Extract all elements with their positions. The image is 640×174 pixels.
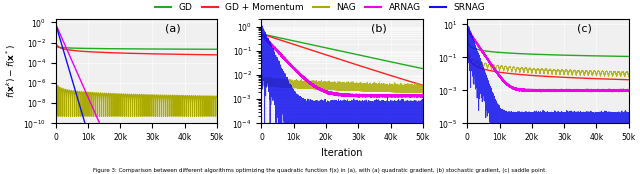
Text: Figure 3: Comparison between different algorithms optimizing the quadratic funct: Figure 3: Comparison between different a… bbox=[93, 168, 547, 173]
Legend: GD, GD + Momentum, NAG, ARNAG, SRNAG: GD, GD + Momentum, NAG, ARNAG, SRNAG bbox=[152, 0, 488, 15]
Text: (b): (b) bbox=[371, 23, 387, 34]
Y-axis label: $f(\mathbf{x}^k) - f(\mathbf{x}^*)$: $f(\mathbf{x}^k) - f(\mathbf{x}^*)$ bbox=[4, 44, 17, 98]
Text: (c): (c) bbox=[577, 23, 592, 34]
Text: (a): (a) bbox=[165, 23, 181, 34]
X-axis label: Iteration: Iteration bbox=[321, 148, 363, 158]
